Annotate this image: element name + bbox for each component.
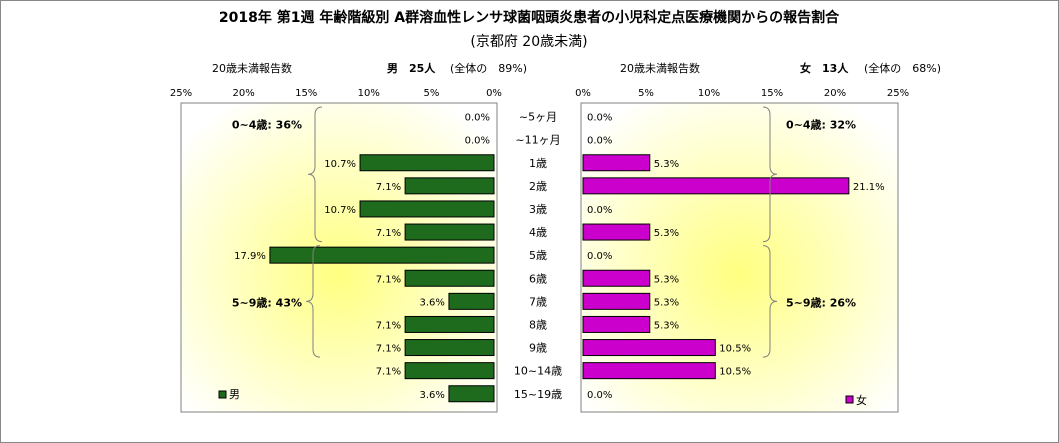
male-group-brace-1 bbox=[305, 245, 321, 358]
female-value-label-9: 5.3% bbox=[654, 320, 679, 331]
male-bar-4 bbox=[359, 200, 495, 218]
category-label-2: 1歳 bbox=[529, 157, 547, 170]
male-axis-tick-0: 0% bbox=[486, 88, 502, 99]
category-label-10: 9歳 bbox=[529, 342, 547, 355]
category-label-6: 5歳 bbox=[529, 249, 547, 262]
male-group-label-1: 5~9歳: 43% bbox=[232, 295, 302, 309]
chart-subtitle: (京都府 20歳未満) bbox=[470, 34, 587, 50]
female-bar-3 bbox=[582, 177, 850, 195]
female-value-label-1: 0.0% bbox=[587, 136, 612, 147]
category-label-9: 8歳 bbox=[529, 318, 547, 331]
female-axis-tick-5: 25% bbox=[887, 88, 909, 99]
female-value-label-8: 5.3% bbox=[654, 297, 679, 308]
male-value-label-4: 10.7% bbox=[324, 205, 356, 216]
bars bbox=[269, 154, 850, 403]
female-group-label-1: 5~9歳: 26% bbox=[786, 295, 856, 309]
male-legend-swatch bbox=[218, 390, 227, 399]
male-header-share: (全体の 89%) bbox=[450, 61, 527, 75]
female-value-label-2: 5.3% bbox=[654, 159, 679, 170]
male-value-label-1: 0.0% bbox=[465, 136, 490, 147]
female-header-share: (全体の 68%) bbox=[864, 61, 941, 75]
female-value-label-7: 5.3% bbox=[654, 274, 679, 285]
male-value-label-6: 17.9% bbox=[234, 251, 266, 262]
female-header-label: 20歳未満報告数 bbox=[620, 62, 700, 75]
female-axis-tick-1: 5% bbox=[638, 88, 654, 99]
male-bar-12 bbox=[448, 385, 495, 403]
female-group-label-0: 0~4歳: 32% bbox=[786, 117, 856, 131]
axis-ticks: 0% 0% 5% 5% 10% 10% 15% 15% 20% 20% 25% 25% bbox=[170, 88, 909, 99]
female-header-count: 女 13人 bbox=[800, 61, 849, 75]
female-bar-10 bbox=[582, 339, 716, 357]
female-axis-tick-2: 10% bbox=[698, 88, 720, 99]
male-axis-tick-3: 15% bbox=[295, 88, 317, 99]
male-bar-3 bbox=[404, 177, 495, 195]
category-label-1: ~11ヶ月 bbox=[515, 134, 560, 147]
female-bar-2 bbox=[582, 154, 651, 172]
male-value-label-7: 7.1% bbox=[376, 274, 401, 285]
male-bar-6 bbox=[269, 246, 495, 264]
category-label-4: 3歳 bbox=[529, 203, 547, 216]
male-bar-10 bbox=[404, 339, 495, 357]
value-labels: 0.0% 0.0% 0.0% 0.0% 10.7% 5.3% 7.1% 21.1% 10.7% 0… bbox=[234, 113, 885, 401]
legend: 男女 bbox=[218, 388, 867, 407]
category-labels: ~5ヶ月 ~11ヶ月 1歳 2歳 3歳 4歳 5歳 6歳 7歳 8歳 9歳 10~14歳 15~19歳 bbox=[514, 111, 562, 401]
male-group-label-0: 0~4歳: 36% bbox=[232, 117, 302, 131]
female-value-label-6: 0.0% bbox=[587, 251, 612, 262]
male-legend-label: 男 bbox=[229, 388, 240, 401]
female-value-label-12: 0.0% bbox=[587, 390, 612, 401]
female-value-label-11: 10.5% bbox=[719, 367, 751, 378]
male-value-label-8: 3.6% bbox=[420, 297, 445, 308]
male-bar-11 bbox=[404, 362, 495, 380]
category-label-7: 6歳 bbox=[529, 272, 547, 285]
male-axis-tick-4: 20% bbox=[232, 88, 254, 99]
male-value-label-5: 7.1% bbox=[376, 228, 401, 239]
category-label-3: 2歳 bbox=[529, 180, 547, 193]
female-bar-9 bbox=[582, 315, 651, 333]
female-legend-swatch bbox=[845, 395, 854, 404]
male-bar-2 bbox=[359, 154, 495, 172]
female-value-label-4: 0.0% bbox=[587, 205, 612, 216]
male-value-label-2: 10.7% bbox=[324, 159, 356, 170]
male-value-label-11: 7.1% bbox=[376, 367, 401, 378]
female-group-brace-0 bbox=[762, 106, 778, 243]
female-axis-tick-4: 20% bbox=[824, 88, 846, 99]
male-bar-8 bbox=[448, 292, 495, 310]
female-group-brace-1 bbox=[762, 245, 778, 358]
female-axis-tick-0: 0% bbox=[575, 88, 591, 99]
male-group-brace-0 bbox=[307, 106, 323, 243]
male-axis-tick-1: 5% bbox=[423, 88, 439, 99]
male-bar-9 bbox=[404, 315, 495, 333]
chart-title: 2018年 第1週 年齢階級別 A群溶血性レンサ球菌咽頭炎患者の小児科定点医療機… bbox=[219, 9, 840, 26]
female-legend-label: 女 bbox=[856, 393, 867, 407]
male-value-label-0: 0.0% bbox=[465, 113, 490, 124]
female-value-label-3: 21.1% bbox=[853, 182, 885, 193]
male-header-label: 20歳未満報告数 bbox=[212, 62, 292, 75]
female-value-label-0: 0.0% bbox=[587, 113, 612, 124]
male-value-label-9: 7.1% bbox=[376, 320, 401, 331]
category-label-12: 15~19歳 bbox=[514, 388, 562, 401]
category-label-5: 4歳 bbox=[529, 226, 547, 239]
category-label-0: ~5ヶ月 bbox=[519, 111, 557, 124]
female-value-label-10: 10.5% bbox=[719, 344, 751, 355]
female-bar-7 bbox=[582, 269, 651, 287]
male-header-count: 男 25人 bbox=[387, 61, 436, 75]
male-bar-7 bbox=[404, 269, 495, 287]
age-groups: 0~4歳: 36% 5~9歳: 43% 0~4歳: 32% 5~9歳: 26% bbox=[232, 106, 856, 358]
male-axis-tick-2: 10% bbox=[358, 88, 380, 99]
female-bar-8 bbox=[582, 292, 651, 310]
male-value-label-10: 7.1% bbox=[376, 344, 401, 355]
male-value-label-12: 3.6% bbox=[420, 390, 445, 401]
female-bar-11 bbox=[582, 362, 716, 380]
category-label-11: 10~14歳 bbox=[514, 365, 562, 378]
female-value-label-5: 5.3% bbox=[654, 228, 679, 239]
female-axis-tick-3: 15% bbox=[761, 88, 783, 99]
female-bar-5 bbox=[582, 223, 651, 241]
category-label-8: 7歳 bbox=[529, 295, 547, 308]
male-bar-5 bbox=[404, 223, 495, 241]
male-value-label-3: 7.1% bbox=[376, 182, 401, 193]
male-axis-tick-5: 25% bbox=[170, 88, 192, 99]
